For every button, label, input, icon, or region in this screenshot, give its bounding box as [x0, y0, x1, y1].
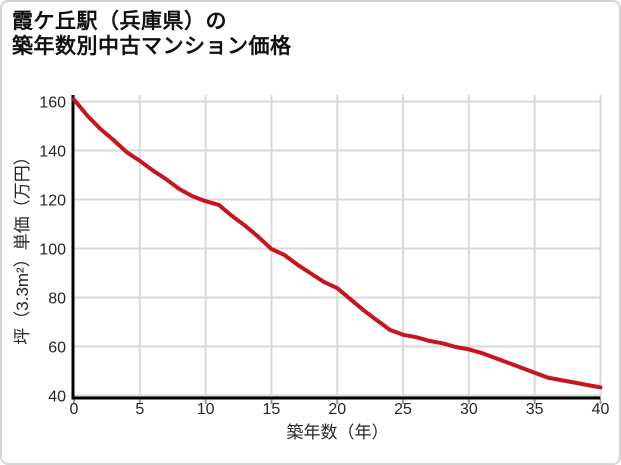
- y-tick-label: 160: [39, 95, 66, 112]
- axes-layer: [71, 95, 602, 404]
- x-tick-label: 25: [394, 401, 412, 418]
- y-axis-label: 坪（3.3m²）単価（万円）: [13, 148, 32, 345]
- y-tick-label: 140: [39, 144, 66, 161]
- chart-title-line1: 霞ケ丘駅（兵庫県）の: [12, 10, 227, 33]
- x-tick-label: 10: [197, 401, 215, 418]
- series-layer: [72, 97, 603, 390]
- y-tick-label: 120: [39, 193, 66, 210]
- y-tick-label: 100: [39, 242, 66, 259]
- x-tick-label: 20: [328, 401, 346, 418]
- y-tick-label: 80: [48, 291, 66, 308]
- tick-labels-layer: 40 60 80 100 120 140 160 0 5 10 15 20 25 30 35 40: [39, 95, 609, 419]
- x-tick-label: 15: [263, 401, 281, 418]
- gridlines-layer: [74, 95, 602, 397]
- chart-title-line2: 築年数別中古マンション価格: [12, 35, 292, 58]
- x-tick-label: 40: [592, 401, 610, 418]
- y-tick-label: 40: [48, 389, 66, 406]
- chart-title: 霞ケ丘駅（兵庫県）の 築年数別中古マンション価格: [12, 9, 292, 59]
- x-tick-label: 5: [135, 401, 144, 418]
- y-tick-label: 60: [48, 340, 66, 357]
- x-tick-label: 35: [526, 401, 544, 418]
- price-data-line: [72, 97, 603, 390]
- x-tick-label: 30: [460, 401, 478, 418]
- x-tick-label: 0: [70, 401, 79, 418]
- x-axis-label: 築年数（年）: [286, 423, 389, 442]
